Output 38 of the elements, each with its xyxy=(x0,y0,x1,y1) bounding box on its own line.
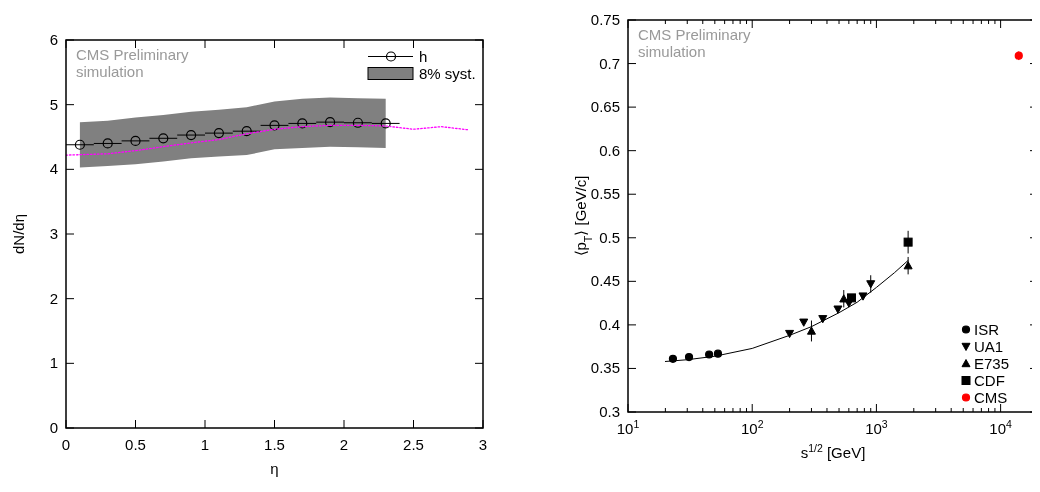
y-tick-label: 5 xyxy=(49,95,58,113)
y-axis-title: dN/dη xyxy=(10,213,27,255)
y-tick-label: 0.75 xyxy=(590,11,620,28)
legend-label: E735 xyxy=(974,354,1010,372)
y-tick-label: 2 xyxy=(49,289,58,307)
y-tick-label: 3 xyxy=(49,225,58,242)
x-tick-label: 10$^{4}$ xyxy=(989,418,1013,437)
x-tick-label: 0 xyxy=(61,436,71,453)
y-tick-label: 4 xyxy=(49,160,58,178)
y-tick-label: 0.5 xyxy=(599,228,620,246)
y-tick-label: 6 xyxy=(49,31,58,48)
x-axis-title: η xyxy=(270,460,279,477)
annotation: 8% syst. xyxy=(419,64,476,82)
x-tick-label: 0.5 xyxy=(125,436,146,453)
y-tick-label: 0.7 xyxy=(599,54,620,72)
legend-label: UA1 xyxy=(974,337,1004,355)
legend-label: CDF xyxy=(974,371,1005,389)
y-tick-label: 0.3 xyxy=(599,403,620,420)
y-tick-label: 0.4 xyxy=(599,315,620,333)
annotation: CMS Preliminary simulation xyxy=(638,26,752,60)
y-tick-label: 1 xyxy=(49,354,58,372)
x-axis-title: s$^{1/2}$ [GeV] xyxy=(800,442,866,461)
x-tick-label: 1 xyxy=(200,436,210,453)
x-tick-label: 2.5 xyxy=(403,436,424,453)
x-tick-label: 10$^{2}$ xyxy=(740,418,764,437)
legend-label: h xyxy=(419,47,428,65)
x-tick-label: 10$^{1}$ xyxy=(616,418,640,437)
annotation: CMS Preliminary simulation xyxy=(76,46,190,80)
y-tick-label: 0.45 xyxy=(590,272,620,290)
legend-label: ISR xyxy=(974,320,1000,338)
x-tick-label: 2 xyxy=(339,436,349,453)
y-tick-label: 0.35 xyxy=(590,359,620,377)
x-tick-label: 3 xyxy=(478,436,488,453)
legend-label: CMS xyxy=(974,388,1008,406)
y-tick-label: 0.65 xyxy=(590,98,620,116)
x-tick-label: 1.5 xyxy=(264,436,285,453)
x-tick-label: 10$^{3}$ xyxy=(865,418,888,437)
y-tick-label: 0.6 xyxy=(599,141,620,159)
